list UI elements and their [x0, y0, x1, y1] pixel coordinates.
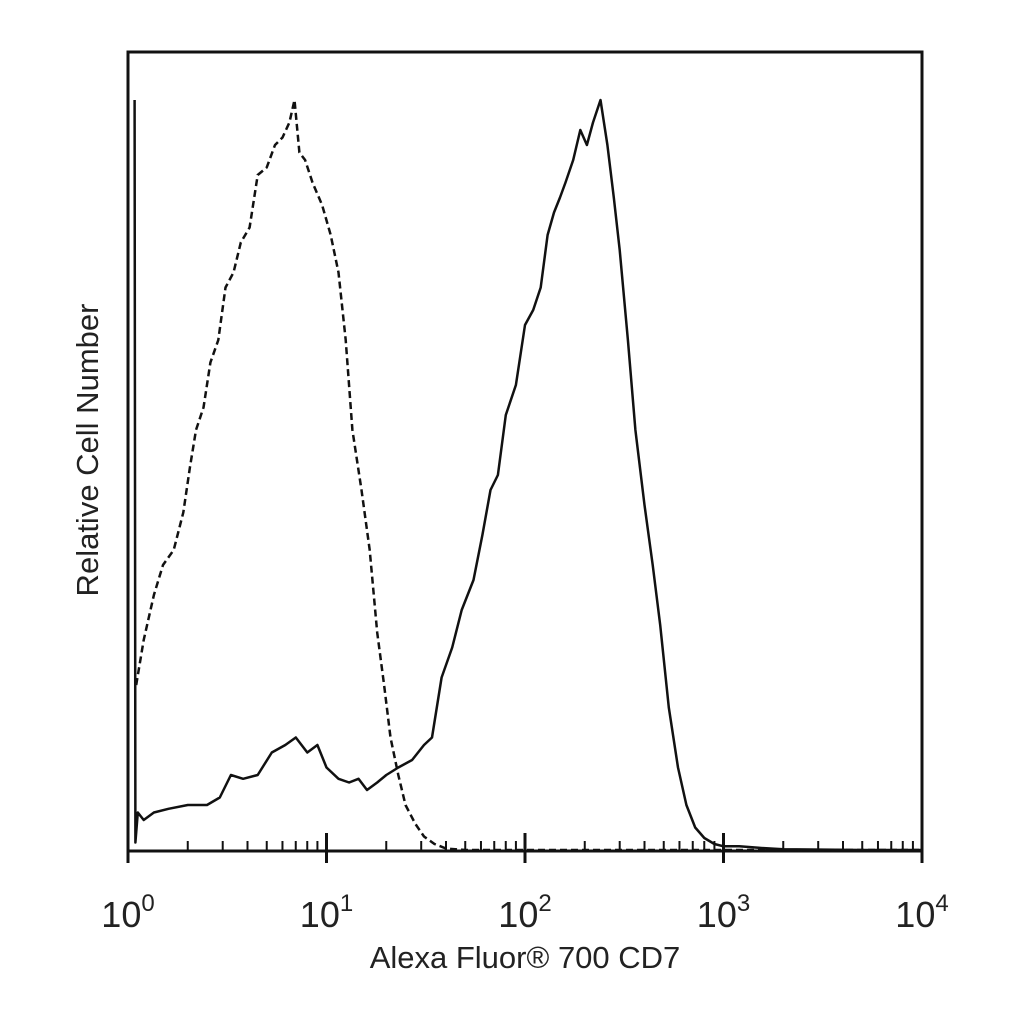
series-line-solid [133, 98, 922, 852]
x-tick-label: 104 [895, 890, 948, 935]
x-tick-label: 100 [101, 890, 154, 935]
x-tick-label: 103 [697, 890, 750, 935]
x-tick-label: 102 [498, 890, 551, 935]
x-tick-labels: 100 101 102 103 104 [101, 890, 948, 935]
plot-frame [126, 50, 924, 853]
x-tick-label: 101 [300, 890, 353, 935]
series-line-dashed [134, 98, 922, 852]
y-axis-title: Relative Cell Number [70, 304, 105, 597]
x-major-ticks [126, 833, 924, 863]
series-layer [133, 98, 922, 852]
x-axis-title: Alexa Fluor® 700 CD7 [370, 940, 681, 975]
